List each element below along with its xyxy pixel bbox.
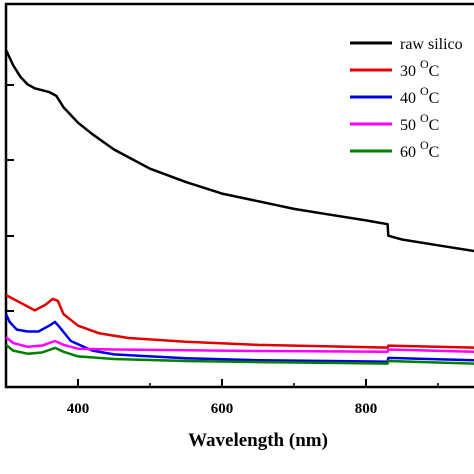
legend-entry-label: 30 OC: [400, 57, 439, 80]
legend-entry-label: 60 OC: [400, 138, 439, 161]
plot-frame-layer: [4, 2, 474, 389]
tick-layer: 400 600 800: [5, 84, 439, 417]
x-tick-label: 800: [355, 401, 378, 417]
x-axis-title: Wavelength (nm): [188, 430, 328, 451]
series-line-0: [4, 49, 474, 253]
legend-entry-label: 40 OC: [400, 84, 439, 107]
series-line-1: [5, 293, 474, 349]
legend: raw silico 30 OC 40 OC 50 OC 60 OC: [350, 36, 463, 161]
series-line-3: [5, 336, 474, 354]
series-line-4: [5, 343, 474, 365]
series-line-2: [4, 313, 474, 363]
series-layer: [4, 49, 474, 365]
legend-entry-label: 50 OC: [400, 111, 439, 134]
x-tick-label: 400: [67, 401, 90, 417]
legend-entry-label: raw silico: [400, 36, 463, 53]
plot-frame: [4, 2, 474, 389]
x-tick-label: 600: [211, 401, 234, 417]
